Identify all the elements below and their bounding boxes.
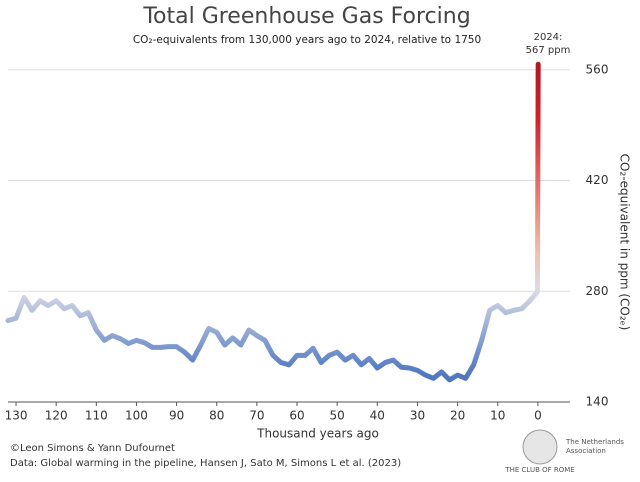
- x-tick-label: 20: [450, 409, 465, 423]
- credit: Data: Global warming in the pipeline, Ha…: [10, 458, 401, 469]
- x-tick-label: 70: [249, 409, 264, 423]
- line: [5, 61, 541, 383]
- y-tick-label: 280: [586, 284, 609, 298]
- y-axis-label: CO₂-equivalent in ppm (CO₂ₑ): [618, 154, 632, 331]
- logo-text: THE CLUB OF ROME: [504, 466, 574, 474]
- x-tick-label: 50: [330, 409, 345, 423]
- x-tick-label: 90: [169, 409, 184, 423]
- y-tick-label: 140: [586, 395, 609, 409]
- credit: ©Leon Simons & Yann Dufournet: [10, 443, 175, 454]
- chart-subtitle: CO₂-equivalents from 130,000 years ago t…: [133, 34, 481, 46]
- x-tick-label: 10: [490, 409, 505, 423]
- x-tick-label: 30: [410, 409, 425, 423]
- logo-text: Association: [566, 447, 606, 455]
- x-tick-label: 110: [85, 409, 108, 423]
- logo-globe: [522, 429, 558, 465]
- annotation: 2024:: [534, 32, 563, 43]
- x-axis-label: Thousand years ago: [256, 427, 379, 441]
- x-tick-label: 40: [370, 409, 385, 423]
- y-tick-label: 560: [586, 62, 609, 76]
- x-tick-label: 80: [209, 409, 224, 423]
- chart-title: Total Greenhouse Gas Forcing: [142, 4, 470, 29]
- y-tick-label: 420: [586, 173, 609, 187]
- x-tick-label: 60: [289, 409, 304, 423]
- logo-text: The Netherlands: [565, 438, 624, 446]
- x-tick-label: 100: [125, 409, 148, 423]
- x-tick-label: 0: [534, 409, 542, 423]
- x-tick-label: 130: [5, 409, 28, 423]
- x-tick-label: 120: [45, 409, 68, 423]
- annotation: 567 ppm: [526, 45, 571, 56]
